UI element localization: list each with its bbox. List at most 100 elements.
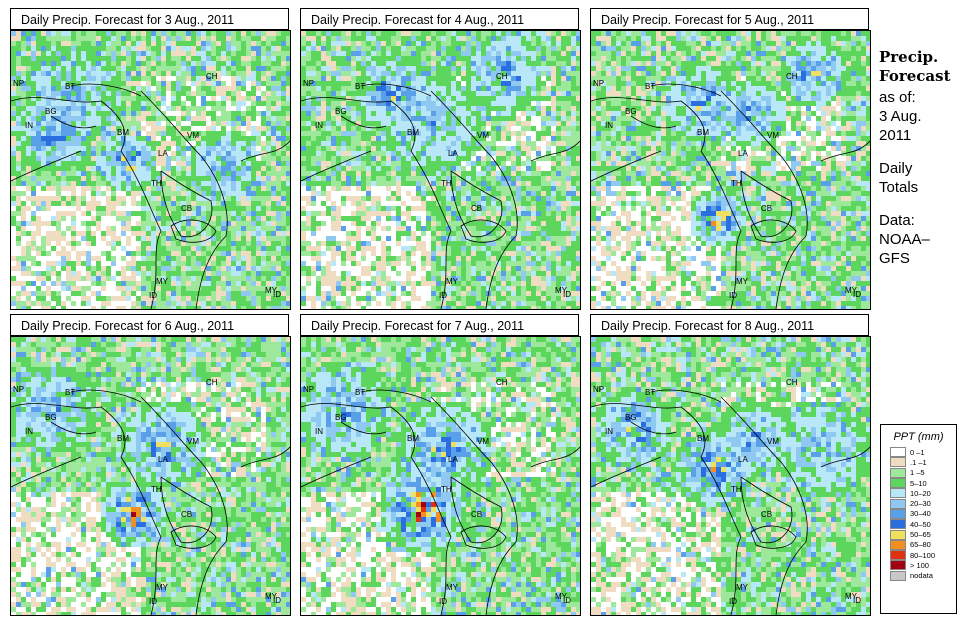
legend-label: 80–100	[910, 550, 936, 560]
country-label: MY	[555, 286, 568, 295]
legend-label: 20–30	[910, 499, 931, 509]
country-label: CH	[786, 378, 798, 387]
legend-label: .1 –1	[910, 457, 927, 467]
country-label: MY	[736, 583, 749, 592]
panel-title: Daily Precip. Forecast for 8 Aug., 2011	[590, 314, 869, 336]
country-label: CH	[206, 72, 218, 81]
legend-item: 30–40	[890, 508, 956, 519]
ppt-legend: PPT (mm) 0 –1.1 –1 1 –5 5–10 10–20 20–30 30–4…	[880, 424, 957, 614]
daily-line1: Daily	[879, 160, 913, 177]
country-label: MY	[156, 583, 169, 592]
country-label: CH	[786, 72, 798, 81]
country-label: VM	[767, 131, 779, 140]
panel-title: Daily Precip. Forecast for 3 Aug., 2011	[10, 8, 289, 30]
country-label: BT	[355, 388, 365, 397]
legend-item: 50–65	[890, 529, 956, 540]
country-label: MY	[446, 277, 459, 286]
border-outline	[720, 90, 808, 309]
country-label: NP	[593, 385, 604, 394]
country-label: LA	[448, 149, 458, 158]
country-label: VM	[187, 131, 199, 140]
country-label: CB	[471, 510, 482, 519]
border-outline	[301, 140, 580, 182]
legend-label: 30–40	[910, 509, 931, 519]
border-outline	[591, 140, 870, 182]
legend-swatch	[890, 498, 906, 509]
country-label: BM	[117, 434, 129, 443]
legend-label: 50–65	[910, 530, 931, 540]
side-info: Precip. Forecast as of: 3 Aug. 2011 Dail…	[879, 48, 965, 268]
border-outline	[460, 525, 507, 549]
country-label: BG	[45, 107, 57, 116]
legend-item: 80–100	[890, 550, 956, 561]
side-title-line2: Forecast	[879, 67, 951, 85]
country-label: BG	[335, 107, 347, 116]
country-label: CB	[181, 510, 192, 519]
legend-swatch	[890, 539, 906, 550]
asof-label: as of:	[879, 89, 916, 106]
country-label: BM	[697, 434, 709, 443]
country-label: VM	[187, 437, 199, 446]
legend-rows: 0 –1.1 –1 1 –5 5–10 10–20 20–30 30–40 40–50 50–…	[881, 447, 956, 581]
border-outline	[460, 219, 507, 243]
country-label: ID	[149, 597, 157, 606]
border-outline	[140, 396, 228, 615]
country-label: BG	[625, 413, 637, 422]
country-label: IN	[25, 427, 33, 436]
border-outline	[140, 90, 228, 309]
border-outline	[11, 446, 290, 488]
precip-map: NP BT BG IN BM CH VM LA TH CB MY MY ID ID	[590, 336, 871, 616]
country-label: ID	[563, 596, 571, 605]
country-label: BG	[45, 413, 57, 422]
country-label: ID	[273, 596, 281, 605]
precip-map: NP BT BG IN BM CH VM LA TH CB MY MY ID ID	[10, 336, 291, 616]
country-label: LA	[448, 455, 458, 464]
country-label: BM	[697, 128, 709, 137]
country-label: LA	[738, 149, 748, 158]
border-outline	[591, 97, 742, 309]
legend-label: 1 –5	[910, 468, 925, 478]
country-label: IN	[605, 427, 613, 436]
legend-swatch	[890, 488, 906, 499]
data-line3: GFS	[879, 250, 910, 267]
country-label: IN	[605, 121, 613, 130]
country-label: CB	[181, 204, 192, 213]
legend-item: .1 –1	[890, 457, 956, 468]
forecast-panel-aug7: Daily Precip. Forecast for 7 Aug., 2011 …	[300, 314, 581, 617]
legend-label: > 100	[910, 560, 929, 570]
country-label: ID	[729, 291, 737, 300]
border-outline	[160, 476, 213, 544]
country-label: MY	[736, 277, 749, 286]
country-label: VM	[767, 437, 779, 446]
legend-item: 20–30	[890, 498, 956, 509]
legend-label: 5–10	[910, 478, 927, 488]
border-outline	[11, 97, 162, 309]
legend-item: nodata	[890, 570, 956, 581]
border-outline	[301, 97, 452, 309]
border-outline	[630, 83, 722, 129]
country-label: LA	[738, 455, 748, 464]
legend-swatch	[890, 570, 906, 581]
country-label: TH	[731, 179, 742, 188]
border-outline	[591, 446, 870, 488]
panel-title: Daily Precip. Forecast for 6 Aug., 2011	[10, 314, 289, 336]
country-label: BT	[65, 388, 75, 397]
border-outline	[630, 389, 722, 435]
country-label: MY	[845, 286, 858, 295]
border-outline	[11, 140, 290, 182]
border-outline	[591, 403, 742, 615]
legend-swatch	[890, 508, 906, 519]
country-label: NP	[13, 385, 24, 394]
precip-map: NP BT BG IN BM CH VM LA TH CB MY MY ID ID	[300, 30, 581, 310]
legend-item: 5–10	[890, 478, 956, 489]
country-label: CB	[471, 204, 482, 213]
country-label: TH	[441, 485, 452, 494]
legend-swatch	[890, 457, 906, 468]
border-outline	[450, 170, 503, 238]
border-outline	[720, 396, 808, 615]
panel-title: Daily Precip. Forecast for 7 Aug., 2011	[300, 314, 579, 336]
